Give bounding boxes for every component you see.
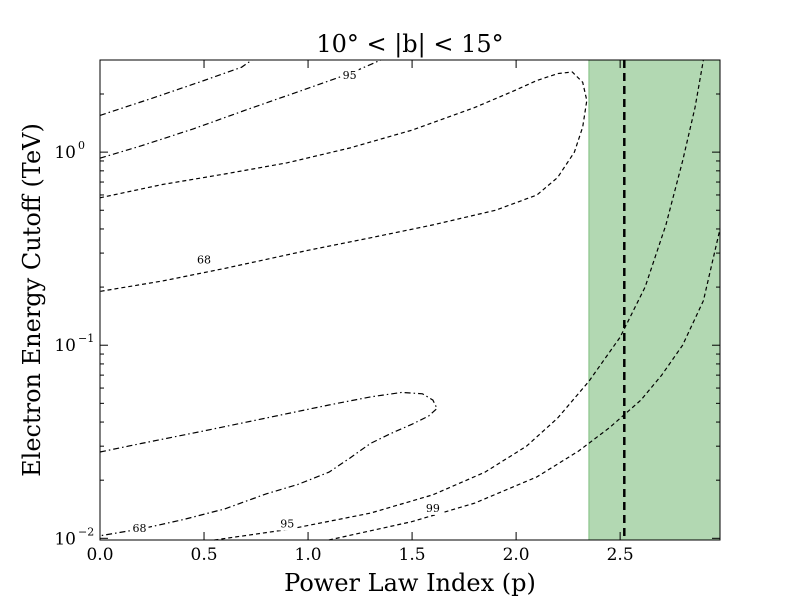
- contour-label-bg: [130, 520, 149, 535]
- contour-label-bg: [195, 252, 214, 267]
- y-tick-exponent: −2: [78, 525, 94, 538]
- contour-label-bg: [278, 516, 297, 531]
- contour-label: 68: [133, 522, 147, 535]
- x-tick-label: 1.0: [295, 545, 322, 565]
- y-tick-exponent: 0: [78, 139, 85, 152]
- contour-label-bg: [340, 67, 359, 82]
- contour-label: 95: [343, 69, 357, 82]
- shaded-region: [588, 59, 721, 541]
- contour-label: 68: [197, 253, 211, 266]
- y-axis-label: Electron Energy Cutoff (TeV): [18, 123, 46, 477]
- x-tick-label: 0.0: [86, 545, 113, 565]
- contour-line-1: [99, 71, 588, 292]
- x-tick-label: 2.5: [607, 545, 634, 565]
- y-tick-label: 10: [54, 336, 76, 356]
- x-axis-label: Power Law Index (p): [284, 569, 536, 597]
- contour-line-5: [214, 59, 704, 541]
- contour-label: 95: [280, 517, 294, 530]
- contour-label: 99: [426, 502, 440, 515]
- contour-line-3: [99, 59, 382, 159]
- x-tick-label: 0.5: [191, 545, 218, 565]
- y-tick-label: 10: [54, 143, 76, 163]
- plot-frame: [99, 59, 721, 541]
- contour-line-6: [328, 228, 721, 541]
- x-tick-label: 2.0: [503, 545, 530, 565]
- x-tick-label: 1.5: [399, 545, 426, 565]
- contour-label-bg: [423, 500, 442, 515]
- y-tick-exponent: −1: [78, 332, 94, 345]
- chart-title: 10° < |b| < 15°: [316, 30, 503, 59]
- y-tick-label: 10: [54, 529, 76, 549]
- contour-line-2: [99, 391, 438, 537]
- contour-line-4: [99, 59, 253, 116]
